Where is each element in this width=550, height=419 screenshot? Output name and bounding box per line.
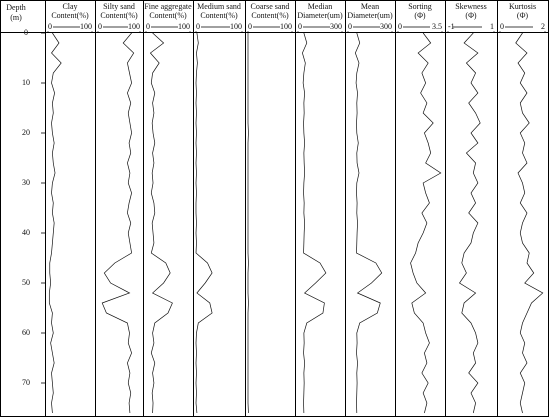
x-tick-label: 0 <box>146 22 150 31</box>
depth-title: (m) <box>10 13 22 22</box>
x-tick-label: 2 <box>541 22 545 31</box>
y-tick-label: 10 <box>22 78 30 87</box>
y-tick-label: 50 <box>22 278 30 287</box>
y-tick-label: 0 <box>24 28 28 37</box>
panel-title: Sorting <box>408 2 432 11</box>
y-tick-label: 60 <box>22 328 30 337</box>
panel-title: Medium sand <box>197 2 241 11</box>
panel-title: Silty sand <box>103 2 135 11</box>
panel-title: Kurtosis <box>509 2 536 11</box>
x-tick-label: 100 <box>230 22 242 31</box>
panel-title: Diameter(um) <box>297 11 343 20</box>
y-tick-label: 20 <box>22 128 30 137</box>
x-tick-label: 100 <box>280 22 292 31</box>
panel-title: Median <box>308 2 332 11</box>
panel-title: Content(%) <box>100 11 138 20</box>
curve <box>101 32 135 414</box>
depth-title: Depth <box>6 3 26 12</box>
curve <box>302 32 327 414</box>
x-tick-label: 0 <box>398 22 402 31</box>
curve <box>48 32 62 414</box>
x-tick-label: 0 <box>48 22 52 31</box>
panel-title: Content(%) <box>251 11 289 20</box>
panel-title: Clay <box>62 2 77 11</box>
x-tick-label: 0 <box>298 22 302 31</box>
y-tick-label: 30 <box>22 178 30 187</box>
x-tick-label: 0 <box>248 22 252 31</box>
panel-title: Content(%) <box>51 11 89 20</box>
x-tick-label: 0 <box>500 22 504 31</box>
x-tick-label: 100 <box>80 22 92 31</box>
y-tick-label: 40 <box>22 228 30 237</box>
panel-title: Content(%) <box>200 11 238 20</box>
panel-title: Coarse sand <box>251 2 290 11</box>
panel-title: (Φ) <box>517 11 529 20</box>
panel-title: Mean <box>361 2 379 11</box>
panel-title: Fine aggregate <box>144 2 192 11</box>
curve <box>459 32 481 414</box>
x-tick-label: 0 <box>348 22 352 31</box>
x-tick-label: 300 <box>330 22 342 31</box>
curve <box>149 32 173 414</box>
x-tick-label: 0 <box>98 22 102 31</box>
curve <box>354 32 383 414</box>
x-tick-label: 300 <box>380 22 392 31</box>
y-tick-label: 70 <box>22 378 30 387</box>
x-tick-label: 0 <box>196 22 200 31</box>
panel-title: (Φ) <box>465 11 477 20</box>
x-tick-label: 100 <box>128 22 140 31</box>
curve <box>515 32 544 414</box>
x-tick-label: 3.5 <box>432 22 442 31</box>
panel-title: Content(%) <box>149 11 187 20</box>
x-tick-label: 100 <box>178 22 190 31</box>
x-tick-label: -1 <box>448 22 455 31</box>
panel-title: (Φ) <box>414 11 426 20</box>
curve <box>195 32 213 414</box>
curve <box>410 32 442 414</box>
panel-title: Diameter(um) <box>347 11 393 20</box>
x-tick-label: 1 <box>490 22 494 31</box>
panel-title: Skewness <box>455 2 487 11</box>
